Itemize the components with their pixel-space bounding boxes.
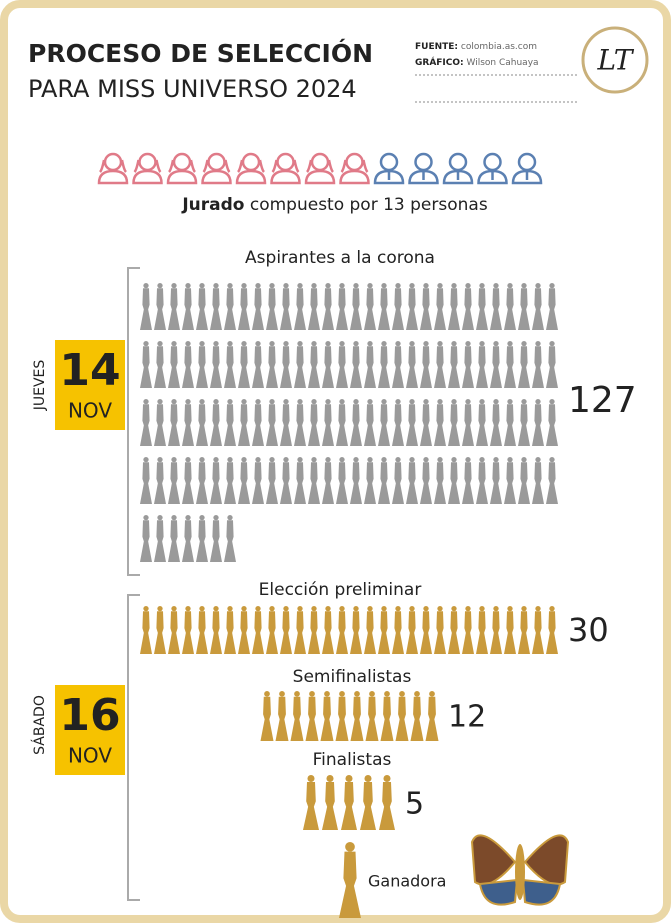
month: NOV: [68, 744, 112, 768]
jury-rest: compuesto por 13 personas: [250, 195, 488, 215]
month: NOV: [68, 399, 112, 423]
stage-label: Aspirantes a la corona: [245, 248, 435, 268]
weekday: SÁBADO: [31, 695, 48, 755]
title: PROCESO DE SELECCIÓN: [28, 38, 373, 68]
credit-label: GRÁFICO:: [415, 56, 464, 68]
stage-label: Elección preliminar: [259, 580, 422, 600]
infographic: PROCESO DE SELECCIÓN PARA MISS UNIVERSO …: [0, 0, 671, 923]
stage-count: 12: [448, 700, 486, 735]
source-value: colombia.as.com: [461, 42, 537, 52]
source-label: FUENTE:: [415, 42, 458, 52]
credit: GRÁFICO: Wilson Cahuaya: [415, 56, 539, 68]
stage-label: Ganadora: [368, 872, 446, 891]
subtitle: PARA MISS UNIVERSO 2024: [28, 75, 357, 103]
stage-count: 5: [405, 787, 424, 822]
stage-count: 127: [568, 380, 637, 421]
frame: [4, 4, 667, 919]
day-number: 16: [59, 690, 120, 741]
jury-bold: Jurado: [181, 195, 244, 215]
source: FUENTE: colombia.as.com: [415, 42, 537, 52]
stage-count: 30: [568, 611, 609, 649]
logo: LT: [597, 44, 635, 77]
jury-label: Jurado compuesto por 13 personas: [181, 195, 488, 215]
stage-label: Finalistas: [313, 750, 392, 770]
day-number: 14: [59, 345, 120, 396]
stage-label: Semifinalistas: [293, 667, 412, 687]
credit-value: Wilson Cahuaya: [467, 58, 539, 68]
crown: [472, 835, 568, 904]
weekday: JUEVES: [32, 360, 48, 412]
